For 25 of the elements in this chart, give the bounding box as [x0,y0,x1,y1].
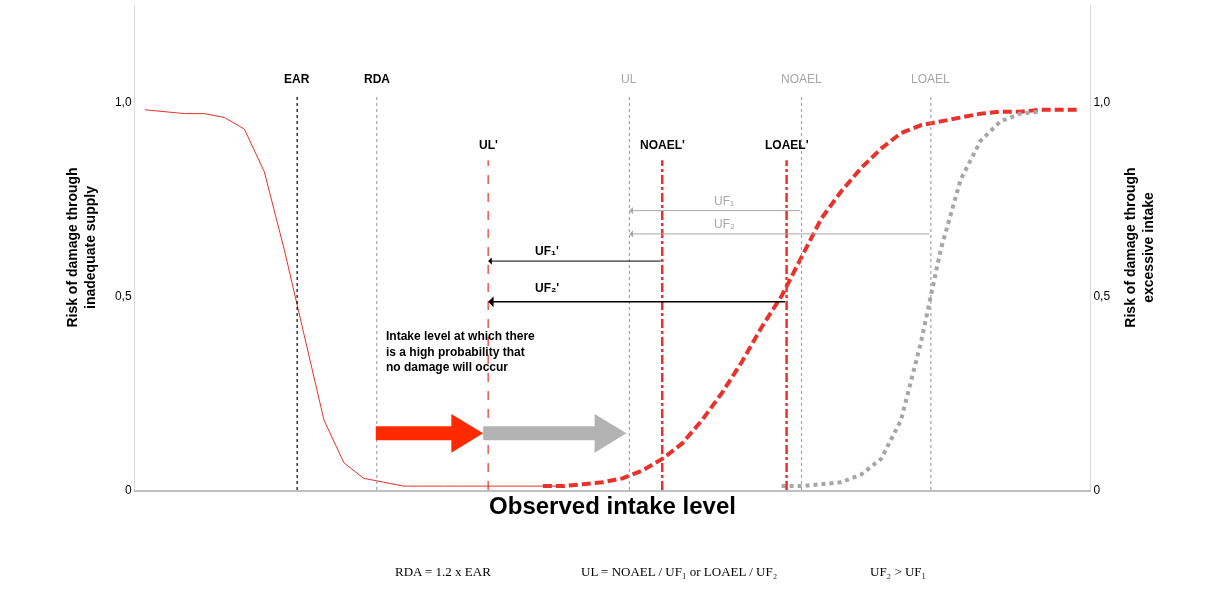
x-axis-title: Observed intake level [489,491,736,519]
annotation: Intake level at which there is a high probability that no damage will occur [386,329,536,375]
text: UF₂ > UF₁ [870,564,927,579]
annotation: UF₂ [714,217,735,231]
annotation: UF₁' [535,244,559,258]
text: UL = NOAEL / UF₁ or LOAEL / UF₂ [581,564,778,579]
y-axis-title: Risk of damage through inadequate supply [64,167,99,328]
annotation: NOAEL' [640,138,685,152]
annotation: UF₂' [535,281,560,295]
annotation: RDA [364,72,391,86]
text: RDA = 1.2 x EAR [395,564,492,579]
y-tick-label: 1,0 [114,95,132,110]
y2-tick-label: 0,5 [1093,289,1111,304]
y-tick-label: 0 [124,483,132,498]
y2-tick-label: 1,0 [1093,95,1111,110]
annotation: UF₁ [714,194,735,208]
y2-tick-label: 0 [1093,483,1101,498]
annotation: UL [621,72,637,86]
y-tick-label: 0,5 [114,289,132,304]
y2-axis-title: Risk of damage through excessive intake [1121,167,1156,328]
annotation: EAR [284,72,310,86]
annotation: LOAEL [911,72,951,86]
annotation: NOAEL [781,72,823,86]
annotation: UL' [479,138,498,152]
annotation: LOAEL' [765,138,809,152]
